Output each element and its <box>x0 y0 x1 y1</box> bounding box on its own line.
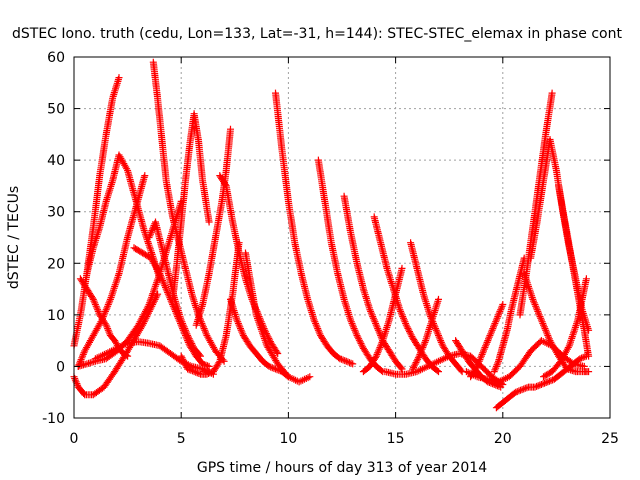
x-tick-label: 20 <box>494 431 512 447</box>
x-tick-label: 25 <box>601 431 619 447</box>
y-tick-label: 50 <box>47 102 65 118</box>
series-markers <box>242 249 314 386</box>
series-markers <box>467 301 507 381</box>
y-tick-label: -10 <box>42 411 65 427</box>
series-arc11 <box>169 110 213 303</box>
x-tick-label: 0 <box>70 431 79 447</box>
y-tick-label: 40 <box>47 153 65 169</box>
series-arc03 <box>76 275 132 360</box>
series-arc30 <box>516 89 556 319</box>
series-arc26 <box>467 301 507 381</box>
series-markers <box>409 295 442 373</box>
series-markers <box>192 125 234 329</box>
y-tick-label: 30 <box>47 205 65 221</box>
axis-ticks: 0 5 10 15 20 25 -10 0 10 20 30 40 50 60 <box>42 50 619 447</box>
series-markers <box>490 254 528 376</box>
series-arc33 <box>520 270 593 376</box>
series-markers <box>272 89 357 368</box>
data-series <box>70 58 593 412</box>
x-axis-label: GPS time / hours of day 313 of year 2014 <box>197 460 487 476</box>
series-markers <box>540 275 590 381</box>
series-arc16 <box>272 89 357 368</box>
y-tick-label: 10 <box>47 308 65 324</box>
x-tick-label: 5 <box>177 431 186 447</box>
y-tick-label: 60 <box>47 50 65 66</box>
plot-frame <box>73 56 611 419</box>
x-tick-label: 10 <box>279 431 297 447</box>
series-arc17 <box>242 249 314 386</box>
series-arc21 <box>359 264 406 376</box>
y-axis-label: dSTEC / TECUs <box>6 186 22 289</box>
y-tick-label: 0 <box>56 359 65 375</box>
series-markers <box>381 350 507 388</box>
series-markers <box>359 264 406 376</box>
series-arc34 <box>540 275 590 381</box>
series-arc18 <box>314 156 387 376</box>
series-markers <box>516 89 556 319</box>
x-tick-label: 15 <box>387 431 405 447</box>
series-markers <box>76 275 132 360</box>
series-markers <box>169 110 213 303</box>
series-markers <box>520 270 593 376</box>
y-tick-label: 20 <box>47 256 65 272</box>
series-arc13 <box>192 125 234 329</box>
series-arc24 <box>409 295 442 373</box>
series-markers <box>314 156 387 376</box>
chart-title: dSTEC Iono. truth (cedu, Lon=133, Lat=-3… <box>12 26 622 42</box>
series-arc23 <box>381 350 507 388</box>
series-arc27 <box>490 254 528 376</box>
